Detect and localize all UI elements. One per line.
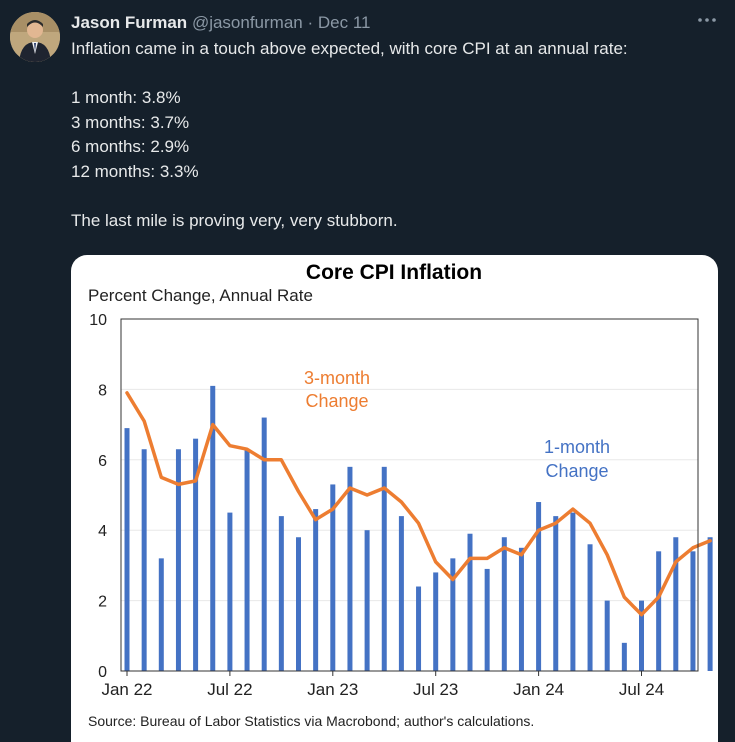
- bar-dec-23: [518, 547, 524, 671]
- bar-aug-23: [450, 558, 456, 671]
- x-tick-label-jul-24: Jul 24: [619, 680, 664, 699]
- bar-jun-24: [621, 642, 627, 671]
- author-name[interactable]: Jason Furman: [71, 13, 188, 32]
- ellipsis-icon[interactable]: [694, 8, 720, 30]
- bar-may-24: [604, 600, 610, 671]
- bar-sep-24: [673, 537, 679, 671]
- y-tick-label-0: 0: [98, 664, 107, 681]
- bar-oct-23: [484, 568, 490, 671]
- avatar[interactable]: [10, 12, 60, 62]
- bar-sep-22: [261, 417, 267, 671]
- line-3-month-change: [125, 391, 712, 617]
- bar-oct-22: [278, 516, 284, 671]
- label-3-month-line1: 3-month: [304, 368, 370, 388]
- stat-line-1-month: 1 month: 3.8%: [71, 88, 181, 107]
- bar-mar-23: [364, 530, 370, 671]
- stat-line-12-months: 12 months: 3.3%: [71, 161, 199, 181]
- stat-line-6-months: 6 months: 2.9%: [71, 137, 190, 156]
- bar-mar-24: [570, 512, 576, 671]
- bar-apr-23: [381, 466, 387, 671]
- x-tick-label-jul-22: Jul 22: [207, 680, 252, 699]
- tweet-date[interactable]: Dec 11: [317, 13, 371, 32]
- y-tick-label-2: 2: [98, 594, 107, 611]
- y-tick-label-6: 6: [98, 453, 107, 470]
- bar-dec-22: [313, 509, 319, 671]
- bar-nov-22: [296, 537, 301, 671]
- bar-jan-23: [330, 484, 336, 671]
- x-tick-label-jan-24: Jan 24: [513, 680, 564, 699]
- y-tick-label-4: 4: [98, 523, 107, 540]
- bar-oct-24: [690, 551, 696, 671]
- bar-aug-24: [656, 551, 662, 671]
- bar-jul-23: [433, 572, 439, 671]
- author-handle[interactable]: @jasonfurman: [191, 13, 303, 32]
- x-tick-label-jul-23: Jul 23: [413, 680, 458, 699]
- bar-apr-24: [587, 544, 593, 671]
- bar-feb-23: [347, 466, 353, 671]
- x-tick-label-jan-23: Jan 23: [307, 680, 358, 699]
- chart-source: Source: Bureau of Labor Statistics via M…: [88, 713, 534, 729]
- bar-jun-23: [416, 586, 422, 671]
- bar-may-22: [193, 438, 199, 671]
- bar-sep-23: [467, 533, 473, 671]
- tweet-line-closing: The last mile is proving very, very stub…: [71, 210, 398, 230]
- bar-jan-22: [124, 428, 130, 671]
- stat-line-3-months: 3 months: 3.7%: [71, 112, 190, 132]
- bar-jun-22: [210, 385, 216, 671]
- tweet-line-intro: Inflation came in a touch above expected…: [71, 39, 628, 58]
- bar-jul-24: [639, 600, 644, 671]
- bar-apr-22: [175, 449, 181, 671]
- bar-feb-22: [141, 449, 147, 671]
- chart-title: Core CPI Inflation: [306, 261, 482, 284]
- x-tick-label-jan-22: Jan 22: [101, 680, 152, 699]
- label-1-month-line1: 1-month: [544, 437, 610, 457]
- y-tick-label-10: 10: [89, 312, 107, 329]
- chart-subtitle: Percent Change, Annual Rate: [88, 286, 313, 305]
- bar-may-23: [398, 516, 404, 671]
- label-3-month-line2: Change: [305, 391, 368, 411]
- bar-mar-22: [158, 558, 164, 671]
- bar-feb-24: [553, 516, 559, 671]
- chart-image-card[interactable]: Core CPI Inflation Percent Change, Annual…: [71, 255, 718, 742]
- label-1-month-line2: Change: [545, 461, 608, 481]
- tweet-text: Inflation came in a touch above expected…: [71, 37, 721, 233]
- bar-jul-22: [227, 512, 233, 671]
- bar-aug-22: [244, 449, 250, 671]
- core-cpi-chart: Core CPI Inflation Percent Change, Annual…: [88, 261, 713, 729]
- bar-nov-23: [501, 537, 507, 671]
- plot-frame: [120, 318, 699, 672]
- bar-jan-24: [536, 502, 542, 671]
- y-tick-label-8: 8: [98, 382, 107, 399]
- bar-nov-24: [707, 537, 713, 671]
- tweet-header: Jason Furman @jasonfurman · Dec 11: [71, 12, 371, 34]
- header-separator: ·: [307, 13, 314, 32]
